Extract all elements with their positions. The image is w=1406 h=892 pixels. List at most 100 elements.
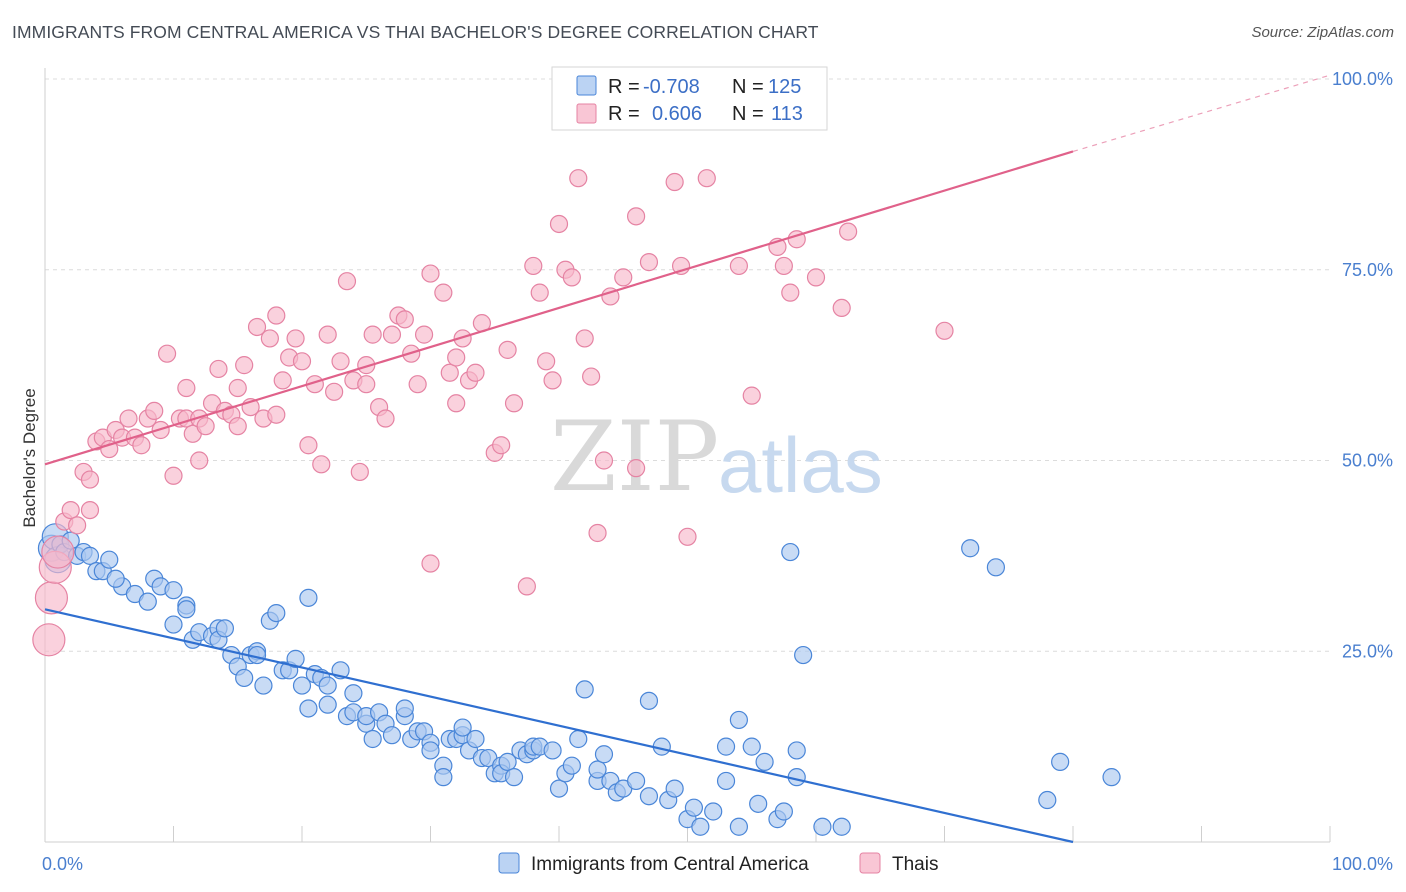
point-pink bbox=[41, 535, 75, 569]
y-tick-label: 75.0% bbox=[1342, 260, 1393, 280]
y-tick-label: 100.0% bbox=[1332, 69, 1393, 89]
x-tick-label-max: 100.0% bbox=[1332, 854, 1393, 874]
point-blue bbox=[832, 817, 851, 836]
source-label: Source: ZipAtlas.com bbox=[1251, 24, 1394, 41]
point-pink bbox=[363, 325, 382, 344]
point-pink bbox=[228, 417, 247, 436]
point-pink bbox=[453, 329, 472, 348]
point-pink bbox=[414, 325, 434, 344]
x-tick-label-min: 0.0% bbox=[42, 854, 83, 874]
legend-box bbox=[551, 66, 828, 131]
point-blue bbox=[774, 802, 793, 821]
point-pink bbox=[729, 256, 749, 276]
point-pink bbox=[325, 382, 344, 401]
point-blue bbox=[164, 615, 183, 634]
point-pink bbox=[80, 470, 100, 489]
point-pink bbox=[209, 359, 228, 379]
point-blue bbox=[344, 684, 363, 703]
point-blue bbox=[704, 802, 723, 821]
point-blue bbox=[626, 771, 646, 791]
point-pink bbox=[421, 264, 440, 283]
point-pink bbox=[537, 352, 556, 371]
point-pink bbox=[781, 283, 800, 302]
point-pink bbox=[569, 169, 588, 188]
point-blue bbox=[453, 718, 472, 737]
point-pink bbox=[132, 436, 151, 455]
series-legend: Immigrants from Central America Thais bbox=[498, 852, 938, 875]
point-pink bbox=[832, 298, 851, 317]
y-tick-label: 50.0% bbox=[1342, 451, 1393, 471]
point-blue bbox=[639, 787, 659, 806]
watermark: ZIP atlas bbox=[550, 401, 883, 513]
point-blue bbox=[575, 680, 594, 699]
point-pink bbox=[196, 417, 215, 436]
point-pink bbox=[177, 378, 196, 398]
point-pink bbox=[665, 172, 684, 192]
point-pink bbox=[80, 500, 100, 520]
point-blue bbox=[100, 550, 119, 569]
point-blue bbox=[318, 695, 337, 714]
point-blue bbox=[299, 588, 318, 607]
legend-r-label-pink: R = bbox=[608, 103, 640, 125]
trend-line-blue bbox=[44, 608, 1074, 844]
point-pink bbox=[235, 356, 254, 375]
point-pink bbox=[61, 500, 80, 520]
point-blue bbox=[254, 676, 273, 695]
point-blue bbox=[729, 817, 749, 836]
point-blue bbox=[80, 546, 100, 565]
point-blue bbox=[466, 729, 485, 749]
point-pink bbox=[382, 325, 402, 344]
point-pink bbox=[267, 306, 286, 325]
point-blue bbox=[235, 668, 254, 688]
point-blue bbox=[665, 779, 684, 798]
point-blue bbox=[594, 745, 614, 764]
trend-extension-pink bbox=[1072, 74, 1331, 153]
watermark-zip: ZIP bbox=[550, 401, 719, 513]
legend-n-value-pink: 113 bbox=[771, 103, 803, 125]
point-pink bbox=[145, 401, 164, 421]
point-blue bbox=[1102, 768, 1121, 787]
point-pink bbox=[530, 283, 549, 302]
point-blue bbox=[549, 779, 569, 798]
point-pink bbox=[839, 222, 858, 241]
point-pink bbox=[466, 363, 485, 382]
point-pink bbox=[357, 356, 376, 375]
point-blue bbox=[684, 798, 704, 817]
point-blue bbox=[395, 699, 414, 718]
point-pink bbox=[517, 577, 536, 596]
point-pink bbox=[119, 409, 138, 428]
legend-r-value-blue: -0.708 bbox=[643, 76, 700, 98]
point-blue bbox=[639, 691, 659, 710]
point-blue bbox=[742, 737, 761, 756]
point-blue bbox=[569, 729, 588, 749]
point-pink bbox=[260, 329, 279, 348]
point-pink bbox=[395, 310, 414, 329]
point-pink bbox=[614, 268, 633, 287]
point-blue bbox=[562, 756, 581, 775]
point-blue bbox=[787, 741, 806, 760]
point-pink bbox=[492, 436, 511, 455]
point-blue bbox=[749, 794, 768, 813]
point-blue bbox=[267, 603, 286, 623]
point-pink bbox=[742, 386, 761, 405]
point-pink bbox=[68, 516, 87, 535]
point-blue bbox=[794, 645, 813, 665]
point-pink bbox=[562, 268, 581, 287]
point-blue bbox=[588, 760, 607, 779]
point-blue bbox=[1038, 790, 1057, 810]
point-pink bbox=[697, 169, 716, 188]
point-pink bbox=[543, 371, 562, 390]
series-label-immigrants: Immigrants from Central America bbox=[531, 854, 809, 875]
point-pink bbox=[267, 405, 286, 424]
point-pink bbox=[273, 371, 292, 390]
point-blue bbox=[363, 729, 382, 749]
point-blue bbox=[986, 558, 1006, 577]
point-pink bbox=[639, 253, 659, 272]
point-blue bbox=[716, 737, 736, 756]
point-blue bbox=[543, 741, 562, 760]
axes bbox=[44, 68, 1331, 843]
point-pink bbox=[292, 352, 312, 371]
chart-title: IMMIGRANTS FROM CENTRAL AMERICA VS THAI … bbox=[12, 22, 819, 42]
point-pink bbox=[190, 451, 209, 470]
point-pink bbox=[376, 409, 395, 428]
